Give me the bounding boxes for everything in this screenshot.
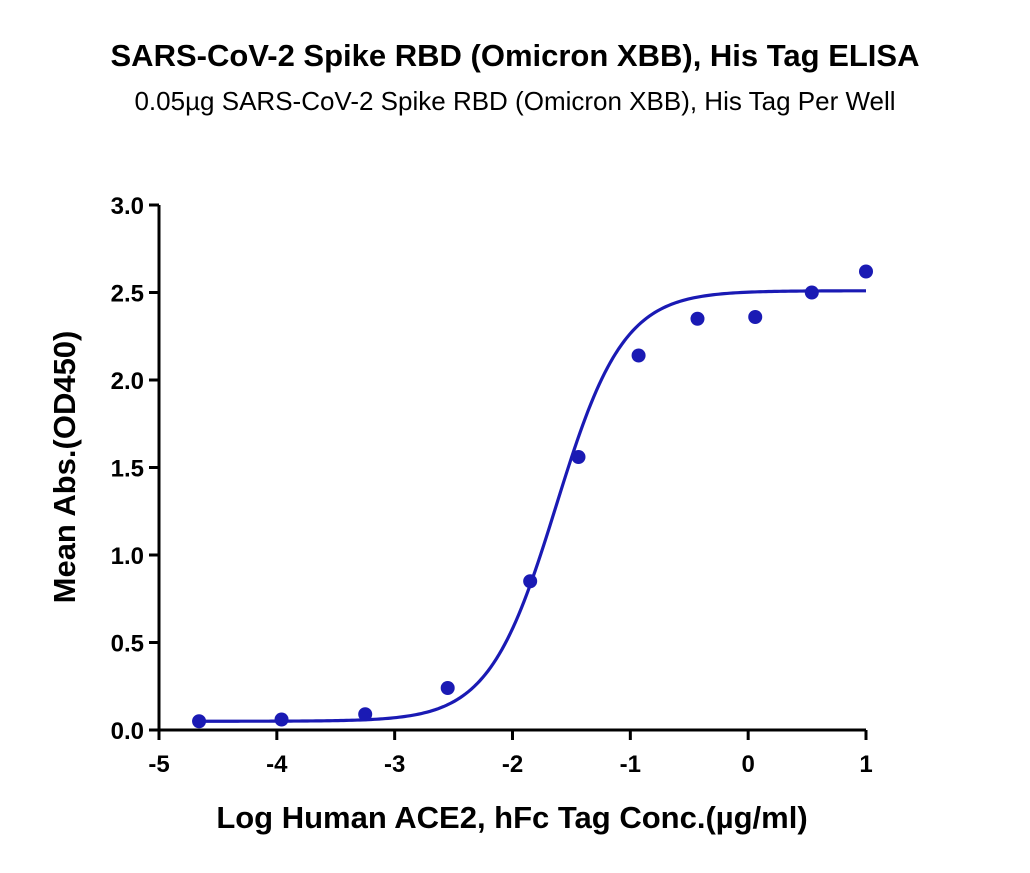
y-axis-label: Mean Abs.(OD450)	[47, 331, 82, 604]
fit-curve-layer	[199, 289, 867, 723]
data-point	[631, 348, 646, 363]
data-point	[274, 712, 289, 727]
y-tick-label: 1.0	[111, 543, 144, 570]
chart-axes: -5 -4 -3 -2 -1 0 1 0.0 0.5 1.0 1.5 2.0 2.5 3.0	[111, 193, 873, 778]
y-tick-label: 0.0	[111, 718, 144, 745]
x-tick-label: -2	[502, 751, 523, 778]
x-tick-label: 1	[859, 751, 872, 778]
y-tick-label: 2.0	[111, 368, 144, 395]
x-tick-label: -5	[148, 751, 169, 778]
x-tick-label: 0	[741, 751, 754, 778]
chart-subtitle: 0.05µg SARS-CoV-2 Spike RBD (Omicron XBB…	[134, 86, 896, 116]
x-tick-label: -4	[266, 751, 288, 778]
data-point	[571, 450, 586, 464]
data-point	[804, 285, 819, 300]
y-tick-label: 3.0	[111, 193, 144, 220]
data-point	[859, 264, 873, 279]
y-tick-label: 2.5	[111, 281, 144, 308]
data-points-layer	[192, 264, 873, 729]
data-point	[358, 707, 373, 722]
chart-title: SARS-CoV-2 Spike RBD (Omicron XBB), His …	[110, 38, 920, 73]
data-point	[523, 574, 538, 589]
y-tick-label: 1.5	[111, 456, 144, 483]
y-tick-label: 0.5	[111, 631, 144, 658]
data-point	[748, 310, 763, 324]
fit-curve	[199, 289, 867, 723]
x-axis-label: Log Human ACE2, hFc Tag Conc.(µg/ml)	[216, 800, 807, 835]
data-point	[440, 681, 455, 695]
x-tick-label: -3	[384, 751, 405, 778]
data-point	[690, 311, 705, 326]
data-point	[192, 714, 207, 729]
x-tick-label: -1	[620, 751, 641, 778]
